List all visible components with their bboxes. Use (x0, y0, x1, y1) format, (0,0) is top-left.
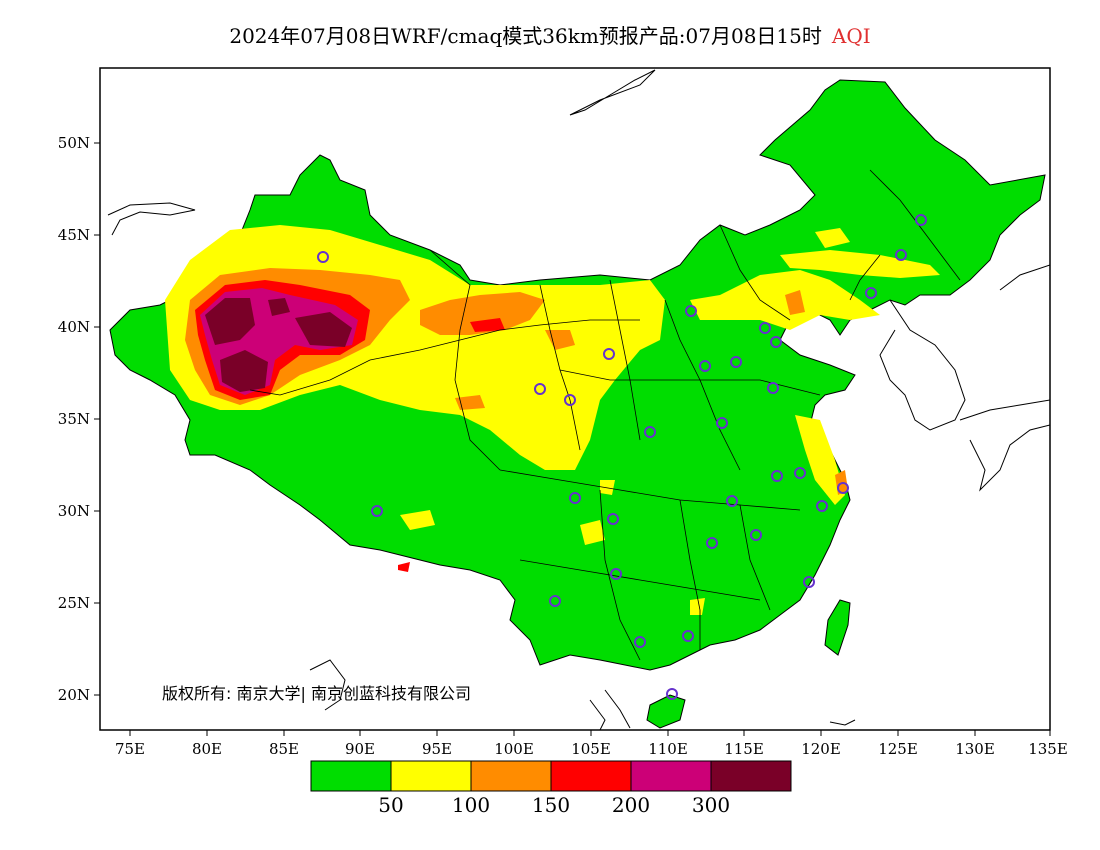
station-marker (915, 214, 927, 226)
lon-label: 130E (955, 740, 995, 758)
lon-label: 80E (192, 740, 222, 758)
station-marker (610, 568, 622, 580)
station-marker (767, 382, 779, 394)
station-marker (771, 470, 783, 482)
station-marker (564, 394, 576, 406)
neighbour-coastlines (107, 69, 1050, 730)
latitude-labels: 20N 25N 30N 35N 40N 45N 50N (58, 134, 90, 704)
lat-label: 30N (58, 502, 90, 520)
station-marker (816, 500, 828, 512)
title-variable: AQI (831, 24, 871, 48)
colorbar-swatch (550, 760, 632, 792)
lon-label: 110E (648, 740, 688, 758)
taiwan-island (824, 599, 851, 656)
station-marker (685, 305, 697, 317)
lon-label: 105E (571, 740, 611, 758)
colorbar-label: 150 (532, 793, 570, 817)
station-marker (371, 505, 383, 517)
station-marker (603, 348, 615, 360)
lon-label: 115E (724, 740, 764, 758)
station-marker (803, 576, 815, 588)
map-layers (107, 69, 1050, 730)
station-marker (730, 356, 742, 368)
lat-label: 40N (58, 318, 90, 336)
station-marker (569, 492, 581, 504)
lon-label: 120E (801, 740, 841, 758)
lon-label: 85E (269, 740, 299, 758)
station-marker (534, 383, 546, 395)
station-marker (865, 287, 877, 299)
axis-ticks (94, 142, 1051, 736)
hainan-island (646, 694, 686, 729)
colorbar-swatch (310, 760, 392, 792)
colorbar-label: 200 (612, 793, 650, 817)
station-marker (770, 336, 782, 348)
colorbar-label: 300 (692, 793, 730, 817)
station-marker (726, 495, 738, 507)
station-marker (607, 513, 619, 525)
map-frame (99, 67, 1051, 731)
station-marker (759, 322, 771, 334)
copyright-notice: 版权所有: 南京大学| 南京创蓝科技有限公司 (162, 684, 471, 703)
longitude-labels: 75E 80E 85E 90E 95E 100E 105E 110E 115E … (115, 740, 1068, 758)
colorbar-swatch (630, 760, 712, 792)
colorbar: 50 100 150 200 300 (310, 760, 792, 817)
station-marker (837, 482, 849, 494)
map-title: 2024年07月08日WRF/cmaq模式36km预报产品:07月08日15时 A… (0, 20, 1100, 49)
title-text: 2024年07月08日WRF/cmaq模式36km预报产品:07月08日15时 (229, 24, 822, 48)
lat-label: 50N (58, 134, 90, 152)
colorbar-swatch (390, 760, 472, 792)
station-marker (666, 688, 678, 700)
lat-label: 20N (58, 686, 90, 704)
lon-label: 100E (494, 740, 534, 758)
lon-label: 95E (422, 740, 452, 758)
station-marker (682, 630, 694, 642)
colorbar-swatch (470, 760, 552, 792)
lon-label: 75E (115, 740, 145, 758)
station-marker (634, 636, 646, 648)
station-marker (549, 595, 561, 607)
station-marker (644, 426, 656, 438)
colorbar-label: 100 (452, 793, 490, 817)
lat-label: 45N (58, 226, 90, 244)
station-marker (750, 529, 762, 541)
lon-label: 90E (345, 740, 375, 758)
station-marker (794, 467, 806, 479)
province-boundaries (249, 169, 961, 661)
station-marker (895, 249, 907, 261)
aqi-hazardous-areas (205, 298, 352, 392)
colorbar-label: 50 (378, 793, 403, 817)
lon-label: 125E (878, 740, 918, 758)
station-marker (699, 360, 711, 372)
station-marker (317, 251, 329, 263)
lat-label: 25N (58, 594, 90, 612)
station-markers (317, 214, 927, 700)
station-marker (716, 417, 728, 429)
lon-label: 135E (1028, 740, 1068, 758)
station-marker (706, 537, 718, 549)
colorbar-swatch (710, 760, 792, 792)
lat-label: 35N (58, 410, 90, 428)
